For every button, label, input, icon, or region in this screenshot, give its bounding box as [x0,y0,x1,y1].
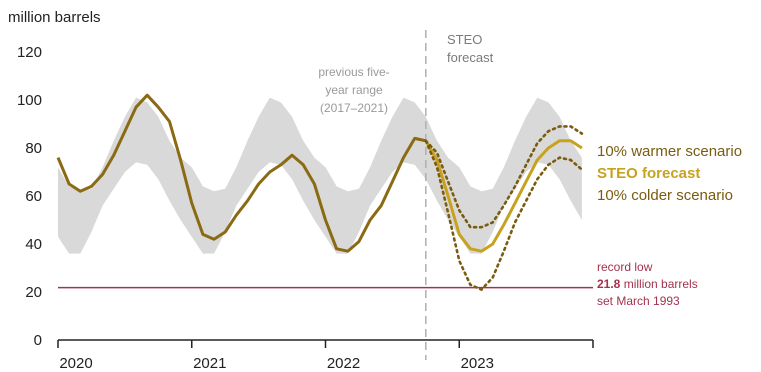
y-tick-label: 80 [25,140,42,157]
axes: 0 20 40 60 80 100 120 2020 2021 2022 2023 [17,44,594,372]
y-tick-label: 20 [25,284,42,301]
record-low-unit: million barrels [620,277,697,291]
x-tick-label: 2023 [461,355,494,372]
10-warmer-scenario-line [424,125,584,229]
five-year-range-annotation: previous five- year range (2017–2021) [318,65,389,115]
steo-label-line-1: STEO [447,32,482,47]
steo-forecast-segment [414,136,583,253]
y-tick-label: 40 [25,236,42,253]
colder-scenario-label: 10% colder scenario [597,187,733,204]
y-tick-label: 0 [34,332,42,349]
steo-label-line-2: forecast [447,50,494,65]
steo-forecast-annotation: STEO forecast [447,32,494,65]
10-colder-scenario-line [424,139,584,292]
historical-inventory-segment [56,93,427,253]
y-tick-label: 100 [17,92,42,109]
five-year-range-band [58,97,582,254]
y-axis-unit-label: million barrels [8,9,101,26]
series-lines [56,93,584,292]
record-low-line-3: set March 1993 [597,294,680,308]
scenario-labels: 10% warmer scenario STEO forecast 10% co… [597,143,742,204]
record-low-value: 21.8 [597,277,621,291]
y-tick-label: 60 [25,188,42,205]
record-low-annotation: record low 21.8 million barrels set Marc… [597,260,698,308]
record-low-line-1: record low [597,260,653,274]
steo-forecast-label: STEO forecast [597,165,700,182]
x-tick-label: 2022 [327,355,360,372]
range-label-line-1: previous five- [318,65,389,79]
range-band-area [58,97,582,254]
range-label-line-3: (2017–2021) [320,101,388,115]
range-label-line-2: year range [325,83,383,97]
y-tick-label: 120 [17,44,42,61]
record-low-line-2: 21.8 million barrels [597,277,698,291]
x-tick-label: 2021 [193,355,226,372]
x-tick-label: 2020 [59,355,92,372]
warmer-scenario-label: 10% warmer scenario [597,143,742,160]
